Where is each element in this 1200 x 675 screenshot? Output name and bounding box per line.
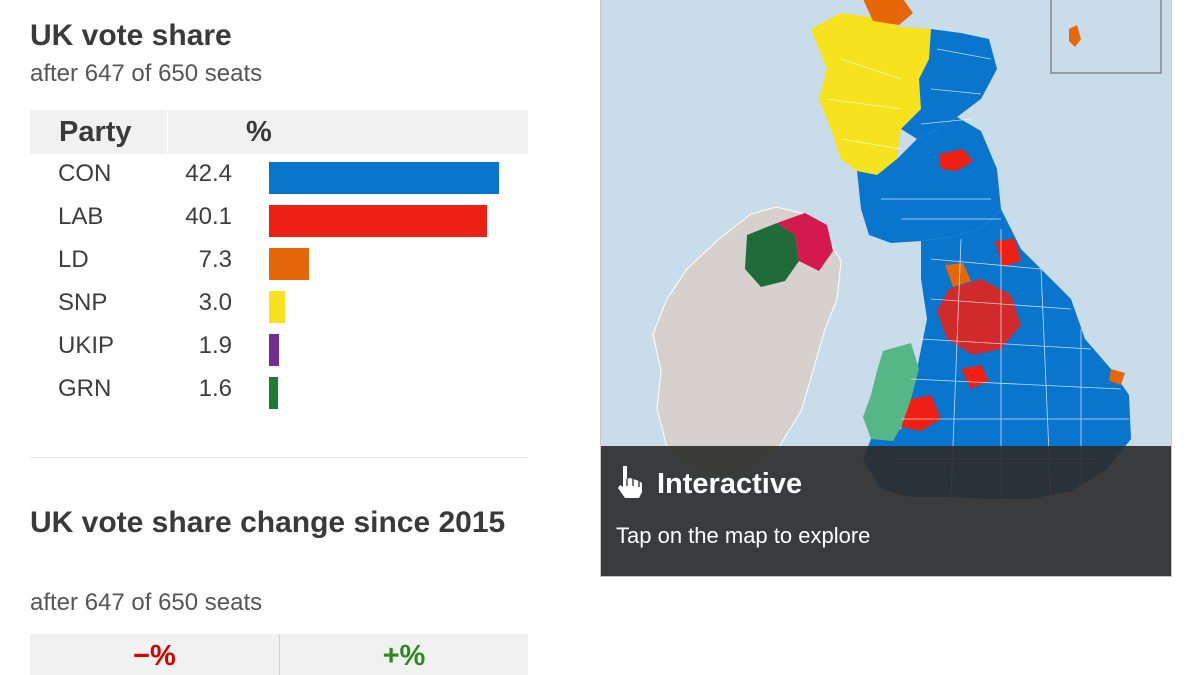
party-name: CON bbox=[58, 160, 112, 187]
results-column: UK vote share after 647 of 650 seats Par… bbox=[0, 0, 560, 675]
shetland-inset bbox=[1050, 0, 1162, 74]
party-column-header: Party bbox=[59, 116, 132, 148]
section-divider bbox=[30, 457, 528, 458]
borders-con bbox=[857, 117, 1001, 243]
header-divider bbox=[167, 110, 168, 154]
wales-pc bbox=[863, 343, 919, 441]
party-share-bar bbox=[269, 291, 285, 323]
vote-gain-header: +% bbox=[382, 640, 426, 672]
overlay-instruction: Tap on the map to explore bbox=[616, 523, 871, 548]
vote-share-header: Party % bbox=[30, 110, 528, 154]
vote-share-table: Party % CON 42.4 LAB 40.1 LD 7.3 SNP 3.0 UKIP 1.9… bbox=[30, 110, 528, 409]
vote-share-row: UKIP 1.9 bbox=[30, 326, 528, 369]
party-name: LAB bbox=[58, 203, 104, 230]
party-percent: 40.1 bbox=[185, 203, 232, 230]
vote-share-row: SNP 3.0 bbox=[30, 283, 528, 326]
party-share-bar bbox=[269, 334, 279, 366]
vote-share-row: LD 7.3 bbox=[30, 240, 528, 283]
vote-share-row: LAB 40.1 bbox=[30, 197, 528, 240]
party-name: GRN bbox=[58, 375, 112, 402]
scotland-north-ld bbox=[863, 0, 913, 25]
change-header-divider bbox=[279, 634, 280, 675]
party-name: UKIP bbox=[58, 332, 115, 359]
party-name: SNP bbox=[58, 289, 108, 316]
interactive-overlay[interactable]: Interactive Tap on the map to explore bbox=[601, 446, 1171, 576]
hand-pointer-icon bbox=[618, 466, 642, 498]
vote-change-header: −% +% bbox=[30, 634, 528, 675]
party-share-bar bbox=[269, 205, 487, 237]
glasgow-lab bbox=[939, 149, 973, 171]
shetland-ld bbox=[1069, 25, 1081, 47]
vote-share-subtitle: after 647 of 650 seats bbox=[30, 60, 263, 87]
northeast-lab bbox=[995, 239, 1021, 267]
vote-loss-header: −% bbox=[133, 640, 176, 672]
party-percent: 3.0 bbox=[198, 289, 232, 316]
party-share-bar bbox=[269, 377, 278, 409]
results-map[interactable]: Interactive Tap on the map to explore bbox=[600, 0, 1172, 577]
vote-change-title: UK vote share change since 2015 bbox=[30, 506, 506, 539]
norfolk-ld bbox=[1109, 369, 1125, 385]
vote-share-title: UK vote share bbox=[30, 19, 232, 52]
scotland-con bbox=[901, 29, 997, 139]
northern-ireland-dup bbox=[777, 213, 833, 271]
northern-ireland-sf bbox=[745, 223, 799, 287]
party-name: LD bbox=[58, 246, 89, 273]
party-percent: 7.3 bbox=[198, 246, 232, 273]
party-percent: 1.6 bbox=[198, 375, 232, 402]
uk-constituency-map[interactable] bbox=[601, 0, 1172, 577]
percent-column-header: % bbox=[246, 116, 272, 148]
cumbria-ld bbox=[945, 263, 971, 287]
vote-change-subtitle: after 647 of 650 seats bbox=[30, 589, 263, 616]
party-percent: 42.4 bbox=[185, 160, 232, 187]
scotland-snp bbox=[811, 13, 931, 175]
party-share-bar bbox=[269, 162, 499, 194]
constituency-borders bbox=[826, 48, 1129, 500]
party-share-bar bbox=[269, 248, 309, 280]
overlay-title: Interactive bbox=[657, 468, 803, 500]
england-con bbox=[863, 209, 1131, 499]
wales-south-lab bbox=[901, 395, 941, 431]
vote-share-row: CON 42.4 bbox=[30, 154, 528, 197]
midlands-lab bbox=[961, 365, 989, 389]
vote-share-row: GRN 1.6 bbox=[30, 369, 528, 412]
party-percent: 1.9 bbox=[198, 332, 232, 359]
north-england-lab bbox=[937, 279, 1021, 355]
